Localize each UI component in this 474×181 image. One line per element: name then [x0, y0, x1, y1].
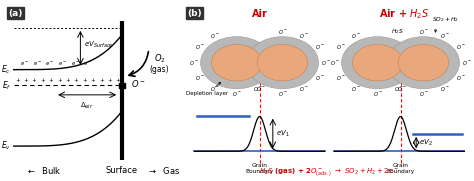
Text: $O^-$: $O^-$	[456, 43, 465, 51]
Text: $H_2S$: $H_2S$	[391, 27, 403, 36]
Text: $O^-$: $O^-$	[440, 85, 450, 93]
Text: $O^-$: $O^-$	[351, 32, 361, 40]
Text: $O^-$: $O^-$	[256, 85, 266, 93]
Text: $O^-$: $O^-$	[373, 90, 383, 98]
Text: $e^-$: $e^-$	[58, 60, 67, 68]
Text: $O^-$: $O^-$	[462, 59, 471, 67]
Text: $O^-$: $O^-$	[210, 32, 220, 40]
Text: $O^-$: $O^-$	[315, 43, 324, 51]
Text: $O^-$: $O^-$	[315, 74, 324, 82]
Text: $SO_2 + H_2$: $SO_2 + H_2$	[432, 15, 458, 32]
Text: $O^-$: $O^-$	[232, 90, 241, 98]
Text: Grain
Boundary: Grain Boundary	[386, 163, 415, 174]
Text: $H_2S$ (gas) + 2$O^-_{(ads.)}$ $\rightarrow$ $SO_2 + H_2 + 2e^-$: $H_2S$ (gas) + 2$O^-_{(ads.)}$ $\rightar…	[259, 167, 400, 178]
Text: $e^-$: $e^-$	[83, 60, 92, 68]
Text: $O^-$: $O^-$	[351, 85, 361, 93]
Text: +: +	[108, 78, 112, 83]
Circle shape	[398, 45, 449, 81]
Text: $O^-$: $O^-$	[189, 59, 199, 67]
Text: +: +	[116, 78, 120, 83]
Text: $O^-$: $O^-$	[299, 85, 309, 93]
Bar	[119, 83, 125, 88]
Text: +: +	[15, 78, 20, 83]
Circle shape	[387, 37, 459, 89]
Text: $\rightarrow$  Gas: $\rightarrow$ Gas	[146, 165, 180, 176]
Text: $e^-$: $e^-$	[20, 60, 29, 68]
Text: $O^-$: $O^-$	[278, 28, 287, 36]
Text: Surface: Surface	[106, 166, 138, 175]
Text: +: +	[40, 78, 45, 83]
Text: $O^-$: $O^-$	[336, 43, 345, 51]
Text: $O^-$: $O^-$	[330, 59, 339, 67]
Text: $O^-$: $O^-$	[336, 74, 345, 82]
Text: +: +	[65, 78, 70, 83]
Text: (a): (a)	[9, 9, 23, 18]
Text: $e^-$: $e^-$	[33, 60, 42, 68]
Circle shape	[201, 37, 273, 89]
Circle shape	[246, 37, 319, 89]
Text: $O^-$: $O^-$	[253, 85, 263, 93]
Text: $O^-$: $O^-$	[131, 78, 146, 89]
Text: $O_2$: $O_2$	[154, 53, 165, 66]
Text: +: +	[74, 78, 79, 83]
Text: $E_c$: $E_c$	[1, 63, 11, 76]
Circle shape	[257, 45, 308, 81]
Text: $O^-$: $O^-$	[397, 85, 407, 93]
Text: +: +	[32, 78, 36, 83]
Text: +: +	[82, 78, 87, 83]
Text: $O^-$: $O^-$	[440, 32, 450, 40]
Text: (gas): (gas)	[150, 65, 170, 74]
Text: $O^-$: $O^-$	[320, 59, 330, 67]
Circle shape	[211, 45, 262, 81]
Text: $O^-$: $O^-$	[195, 43, 204, 51]
Text: Depletion layer: Depletion layer	[186, 82, 228, 96]
Text: Grain
Boundary: Grain Boundary	[246, 163, 273, 174]
Text: $e^-$: $e^-$	[46, 60, 54, 68]
Text: $O^-$: $O^-$	[195, 74, 204, 82]
Text: $eV_1$: $eV_1$	[276, 128, 290, 139]
Text: Air + $H_2S$: Air + $H_2S$	[379, 7, 429, 21]
Text: $E_v$: $E_v$	[1, 140, 11, 152]
Circle shape	[352, 45, 403, 81]
Text: $O^-$: $O^-$	[278, 90, 287, 98]
Text: +: +	[91, 78, 95, 83]
Text: +: +	[57, 78, 62, 83]
Text: $O^-$: $O^-$	[456, 74, 465, 82]
Text: (b): (b)	[187, 9, 202, 18]
Text: $O^-$: $O^-$	[419, 90, 428, 98]
Text: +: +	[49, 78, 54, 83]
Text: $E_f$: $E_f$	[1, 79, 11, 92]
Text: +: +	[99, 78, 104, 83]
Text: $\Delta_{air}$: $\Delta_{air}$	[81, 101, 94, 111]
Circle shape	[341, 37, 414, 89]
Text: $e^-$: $e^-$	[71, 60, 80, 68]
Text: +: +	[23, 78, 28, 83]
Text: Air: Air	[252, 9, 267, 19]
Text: $\leftarrow$  Bulk: $\leftarrow$ Bulk	[27, 165, 62, 176]
Text: $O^-$: $O^-$	[210, 85, 220, 93]
Text: $O^-$: $O^-$	[394, 85, 404, 93]
Text: $eV_2$: $eV_2$	[419, 138, 433, 148]
Text: $O^-$: $O^-$	[299, 32, 309, 40]
Text: $O^-$: $O^-$	[419, 28, 428, 36]
Text: $eV_{Surface}$: $eV_{Surface}$	[84, 40, 113, 50]
